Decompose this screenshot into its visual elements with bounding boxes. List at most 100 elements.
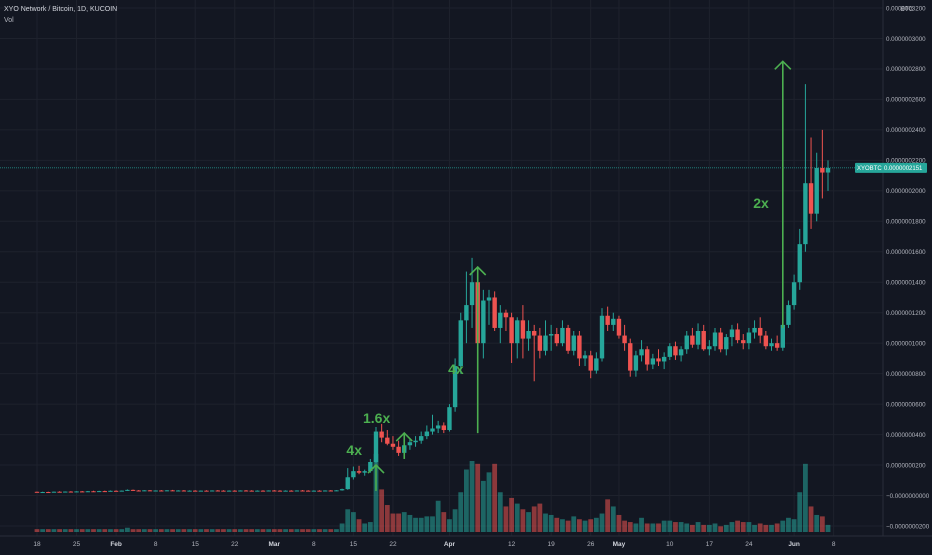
candle-body (198, 490, 204, 492)
candle-body (560, 327, 565, 344)
volume-bar (334, 529, 339, 532)
arrow-head (367, 463, 385, 474)
candle-body (707, 346, 712, 350)
candle-body (441, 425, 446, 431)
volume-bar (729, 522, 735, 532)
candle (226, 490, 232, 492)
y-tick-label: 0.0000001600 (886, 249, 926, 256)
volume-bar (577, 519, 582, 532)
volume-label[interactable]: Vol (4, 17, 14, 24)
x-tick-label: Feb (110, 541, 122, 548)
candle-body (221, 490, 226, 492)
volume-bar (85, 529, 91, 532)
volume-bar (158, 529, 164, 532)
candle-body (503, 312, 509, 318)
y-tick-label: 0.0000003000 (886, 36, 926, 43)
candle (588, 350, 593, 379)
candle (80, 490, 85, 493)
x-tick-label: 26 (587, 541, 595, 548)
volume-bar (684, 523, 690, 532)
candle-body (656, 358, 661, 362)
candle-body (317, 490, 322, 492)
candle (656, 349, 661, 367)
x-tick-label: 17 (706, 541, 714, 548)
candle-body (571, 335, 576, 351)
volume-bar (526, 512, 531, 532)
candle-body (249, 490, 254, 492)
candle (712, 327, 718, 351)
candle-body (215, 490, 220, 492)
volume-bar (384, 505, 390, 532)
volume-bar (599, 513, 605, 532)
candle-body (690, 335, 695, 345)
candle (707, 340, 712, 356)
candle-body (667, 346, 672, 357)
volume-bar (531, 506, 537, 532)
candle-body (808, 183, 814, 214)
candle (509, 312, 514, 363)
volume-bar (673, 522, 678, 532)
volume-bar (441, 512, 447, 532)
candle-body (532, 330, 537, 336)
volume-bar (780, 520, 786, 532)
candle-body (447, 407, 452, 431)
candle-body (498, 312, 503, 328)
volume-bar (514, 503, 520, 532)
candle-body (774, 343, 780, 348)
volume-bar (396, 513, 401, 532)
multiplier-label: 1.6x (363, 410, 390, 426)
volume-bar (413, 517, 418, 532)
y-tick-label: 0.0000002600 (886, 97, 926, 104)
candle (774, 335, 780, 351)
x-tick-label: 15 (350, 541, 358, 548)
candle (746, 327, 752, 350)
candle (532, 324, 537, 382)
candle-body (193, 490, 198, 492)
volume-bar (452, 509, 458, 532)
candle-body (650, 358, 656, 365)
candle-body (356, 471, 362, 473)
arrow-head (469, 265, 487, 276)
candle (181, 490, 187, 492)
candle-body (684, 335, 689, 350)
volume-bar (588, 519, 594, 532)
volume-bar (79, 529, 85, 532)
candle-body (661, 356, 667, 362)
volume-bar (221, 529, 226, 532)
symbol-title[interactable]: XYO Network / Bitcoin, 1D, KUCOIN (4, 6, 118, 13)
volume-bar (311, 529, 317, 532)
volume-bar (706, 524, 712, 532)
candle-body (113, 490, 119, 492)
candle-body (181, 490, 187, 492)
candle-body (74, 491, 79, 493)
volume-bar (458, 492, 464, 532)
x-tick-label: 22 (389, 541, 397, 548)
candle (232, 490, 237, 492)
volume-bar (215, 529, 221, 532)
growth-arrow: 4x (346, 442, 385, 491)
volume-bar (825, 524, 831, 532)
candle (616, 315, 622, 339)
candle (119, 490, 124, 492)
candle-body (108, 490, 113, 492)
volume-bar (232, 529, 238, 532)
candle-body (424, 431, 430, 437)
candle-body (238, 490, 243, 492)
candle-body (594, 358, 599, 371)
multiplier-label: 4x (346, 442, 362, 458)
candle-body (63, 491, 68, 493)
y-tick-label: 0.0000000200 (886, 462, 926, 469)
candle (328, 490, 333, 492)
candle (91, 490, 96, 493)
volume-bar (266, 529, 272, 532)
candle-body (469, 282, 475, 306)
volume-bar (763, 524, 769, 532)
volume-bar (288, 529, 294, 532)
volume-bar (192, 529, 198, 532)
candle-body (277, 490, 283, 492)
volume-bar (204, 529, 209, 532)
volume-bar (339, 523, 345, 532)
candle (577, 330, 582, 367)
candle-body (407, 442, 413, 446)
